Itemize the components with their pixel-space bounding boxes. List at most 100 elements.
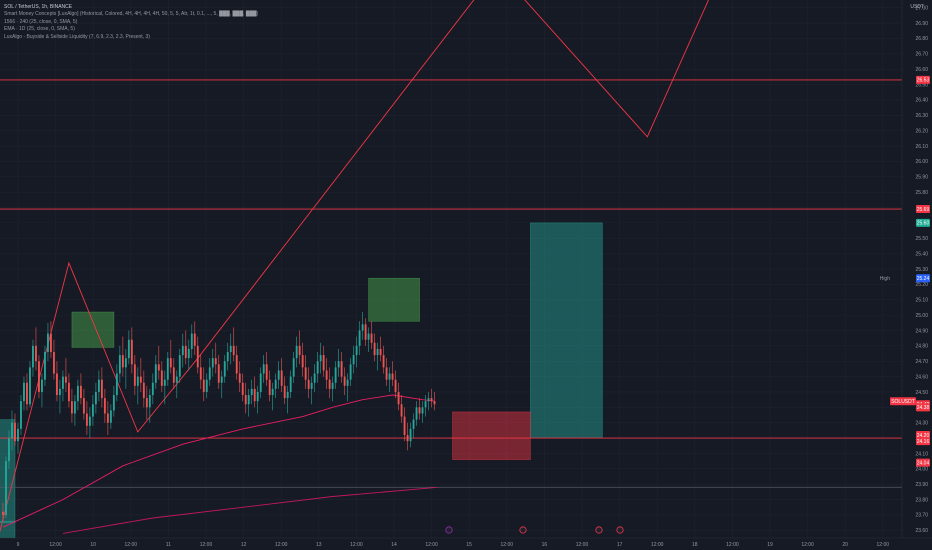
candle-body — [340, 361, 343, 377]
price-tick-label: 27.00 — [915, 5, 928, 11]
candle-body — [94, 391, 97, 405]
candle-body — [208, 367, 211, 380]
candle-body — [70, 401, 73, 414]
candle-body — [139, 376, 142, 383]
price-tag-label: SOLUSDT — [891, 399, 915, 405]
candle-body — [397, 391, 400, 405]
candle-body — [20, 401, 22, 429]
time-tick-label: 12:00 — [726, 542, 739, 548]
candle-body — [388, 373, 391, 380]
candle-body — [199, 367, 202, 380]
zone-box — [368, 277, 420, 322]
price-tag — [916, 205, 930, 214]
candle-body — [163, 379, 166, 386]
candle-body — [14, 422, 16, 442]
candle-body — [358, 330, 361, 346]
price-tick-label: 23.90 — [915, 482, 928, 488]
candle-body — [118, 355, 121, 374]
candle-body — [62, 376, 64, 389]
candle-body — [385, 367, 388, 380]
candle-body — [53, 352, 55, 374]
candle-body — [103, 398, 106, 414]
price-tick-label: 26.60 — [915, 67, 928, 73]
candle-body — [364, 324, 367, 340]
candle-body — [430, 398, 433, 402]
candle-body — [235, 355, 238, 374]
candle-body — [44, 352, 46, 380]
candle-body — [298, 345, 301, 356]
price-tag-label: 26.53 — [917, 78, 930, 84]
candle-body — [367, 333, 370, 340]
event-marker-icon[interactable] — [445, 526, 453, 534]
price-tick-label: 25.40 — [915, 251, 928, 257]
price-tick-label: 26.40 — [915, 98, 928, 104]
price-tag — [916, 75, 930, 84]
candle-body — [223, 361, 226, 377]
candle-body — [247, 395, 250, 405]
price-tag — [916, 274, 930, 283]
candle-body — [79, 385, 82, 399]
candle-body — [328, 379, 331, 389]
candle-body — [265, 364, 268, 380]
candle-body — [250, 388, 253, 396]
candle-body — [67, 382, 70, 402]
candle-body — [337, 361, 340, 368]
price-tick-label: 26.20 — [915, 128, 928, 134]
price-tick-label: 26.50 — [915, 82, 928, 88]
candle-body — [112, 395, 115, 411]
indicator-line-4[interactable]: LuxAlgo - Buyside & Sellside Liquidity (… — [4, 33, 150, 40]
candle-body — [391, 373, 394, 380]
price-tick-label: 25.50 — [915, 236, 928, 242]
candle-body — [376, 348, 379, 356]
candle-body — [133, 364, 136, 386]
candle-body — [178, 355, 181, 377]
candle-body — [88, 416, 91, 426]
time-tick-label: 12:00 — [877, 542, 890, 548]
candle-body — [217, 364, 220, 383]
candle-body — [23, 382, 25, 402]
price-tag — [916, 431, 930, 440]
time-tick-label: 12:00 — [501, 542, 514, 548]
candle-body — [427, 398, 430, 402]
candle-body — [26, 382, 28, 405]
candle-body — [8, 438, 10, 462]
candle-body — [148, 395, 151, 408]
candle-body — [406, 435, 409, 442]
candle-body — [295, 345, 298, 359]
event-marker-icon[interactable] — [595, 526, 603, 534]
time-tick-label: 12:00 — [350, 542, 363, 548]
candle-body — [268, 379, 271, 396]
candle-body — [352, 355, 355, 365]
candle-body — [418, 407, 421, 414]
event-marker-icon[interactable] — [519, 526, 527, 534]
candle-body — [346, 379, 349, 386]
candle-body — [331, 382, 334, 389]
indicator-line-3[interactable]: EMA · 1D (25, close, 0, SMA, 5) — [4, 26, 75, 33]
candle-body — [319, 355, 322, 362]
price-tag — [916, 218, 930, 227]
candle-body — [241, 382, 244, 396]
candle-body — [187, 348, 190, 359]
time-tick-label: 12:00 — [200, 542, 213, 548]
candle-body — [157, 364, 160, 371]
candle-body — [121, 355, 124, 368]
time-tick-label: 12:00 — [576, 542, 589, 548]
candle-body — [400, 404, 403, 417]
candle-body — [142, 382, 145, 399]
price-tick-label: 24.80 — [915, 344, 928, 350]
time-tick-label: 10 — [90, 542, 96, 548]
time-axis[interactable] — [0, 538, 932, 550]
price-tag-label: 24.38 — [917, 405, 930, 411]
event-marker-icon[interactable] — [616, 526, 624, 534]
time-tick-label: 18 — [692, 542, 698, 548]
ema-fast-line — [2, 394, 435, 528]
time-tick-label: 12:00 — [801, 542, 814, 548]
candle-body — [160, 370, 163, 386]
indicator-line-1[interactable]: Smart Money Concepts [LuxAlgo] (Historic… — [4, 11, 259, 18]
price-tag-label: 24.16 — [917, 439, 930, 445]
candle-body — [151, 382, 154, 396]
indicator-line-2[interactable]: 1566 · 240 (25, close, 0, SMA, 5) — [4, 18, 78, 25]
candle-body — [403, 416, 406, 436]
